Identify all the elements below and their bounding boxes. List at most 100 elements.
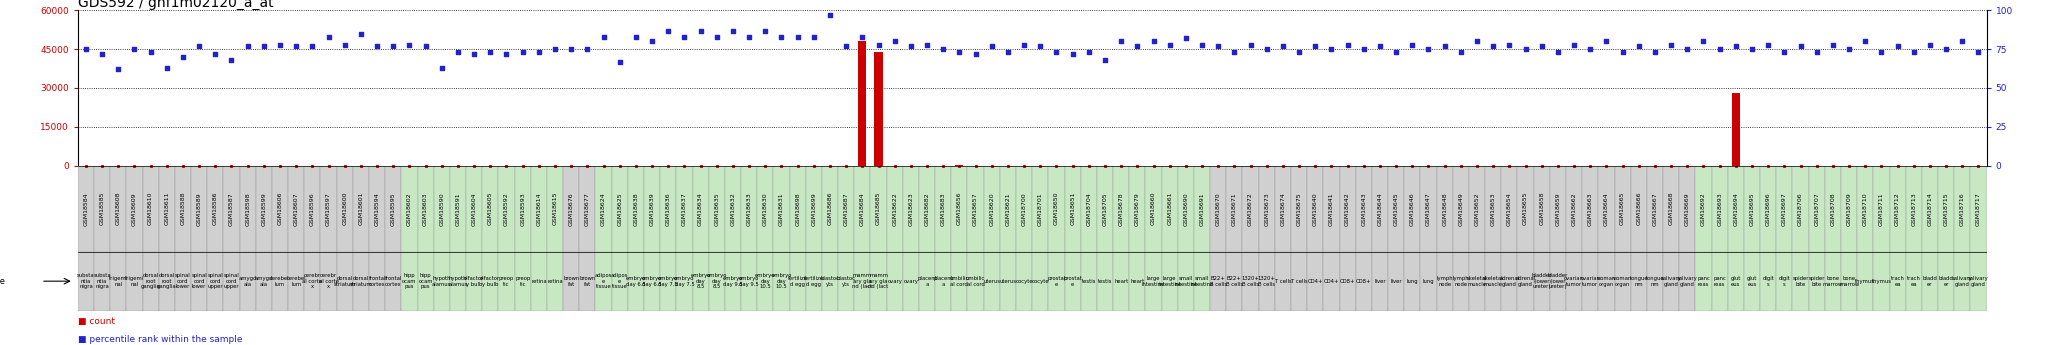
Text: GSM18671: GSM18671 bbox=[1233, 192, 1237, 226]
Text: GSM18666: GSM18666 bbox=[1636, 192, 1640, 226]
Bar bbox=[838, 166, 854, 252]
Bar bbox=[936, 166, 952, 252]
Text: GSM18643: GSM18643 bbox=[1362, 192, 1366, 226]
Bar bbox=[143, 252, 158, 310]
Point bbox=[1622, 43, 1655, 49]
Point bbox=[1929, 47, 1962, 52]
Text: GSM18597: GSM18597 bbox=[326, 192, 332, 226]
Bar bbox=[1452, 166, 1468, 252]
Bar bbox=[1550, 166, 1567, 252]
Text: CD8+: CD8+ bbox=[1356, 279, 1372, 284]
Text: ovary: ovary bbox=[887, 279, 901, 284]
Text: hypoth
alamus: hypoth alamus bbox=[432, 276, 451, 287]
Bar bbox=[858, 41, 866, 166]
Point bbox=[1509, 47, 1542, 52]
Text: GSM18674: GSM18674 bbox=[1280, 192, 1286, 226]
Point bbox=[1219, 50, 1251, 55]
Point bbox=[1348, 47, 1380, 52]
Text: bladd
er: bladd er bbox=[1923, 276, 1937, 287]
Text: GSM18585: GSM18585 bbox=[100, 192, 104, 226]
Bar bbox=[1501, 252, 1518, 310]
Bar bbox=[936, 252, 952, 310]
Text: dorsal
root
ganglia: dorsal root ganglia bbox=[158, 273, 176, 289]
Point bbox=[506, 50, 539, 55]
Text: blastoc
yts: blastoc yts bbox=[838, 276, 856, 287]
Text: placent
a: placent a bbox=[934, 276, 952, 287]
Bar bbox=[709, 166, 725, 252]
Text: GSM18644: GSM18644 bbox=[1378, 192, 1382, 226]
Point bbox=[442, 50, 475, 55]
Bar bbox=[1016, 166, 1032, 252]
Bar bbox=[158, 166, 174, 252]
Bar bbox=[336, 252, 352, 310]
Text: embryo
day 7.5: embryo day 7.5 bbox=[657, 276, 678, 287]
Text: GSM18712: GSM18712 bbox=[1894, 192, 1901, 226]
Text: salivary
gland: salivary gland bbox=[1661, 276, 1681, 287]
Bar bbox=[207, 166, 223, 252]
Text: tissue: tissue bbox=[0, 277, 6, 286]
Text: GSM18714: GSM18714 bbox=[1927, 192, 1933, 226]
Point bbox=[1251, 47, 1284, 52]
Text: embryo
day
10.5: embryo day 10.5 bbox=[772, 273, 793, 289]
Bar bbox=[1452, 252, 1468, 310]
Text: 1320+
B cells: 1320+ B cells bbox=[1241, 276, 1260, 287]
Bar bbox=[514, 252, 530, 310]
Text: B22+
B cells: B22+ B cells bbox=[1210, 276, 1227, 287]
Text: GSM18704: GSM18704 bbox=[1085, 192, 1092, 226]
Text: GSM18607: GSM18607 bbox=[293, 192, 299, 226]
Text: GSM18622: GSM18622 bbox=[893, 192, 897, 226]
Text: GSM18693: GSM18693 bbox=[1716, 192, 1722, 226]
Text: GSM18665: GSM18665 bbox=[1620, 192, 1626, 226]
Bar bbox=[805, 166, 821, 252]
Point bbox=[297, 43, 330, 49]
Bar bbox=[514, 166, 530, 252]
Text: embryo
day 6.5: embryo day 6.5 bbox=[641, 276, 662, 287]
Text: GSM18692: GSM18692 bbox=[1702, 192, 1706, 226]
Text: embryo
day
8.5: embryo day 8.5 bbox=[690, 273, 711, 289]
Point bbox=[1364, 43, 1397, 49]
Text: ■ count: ■ count bbox=[78, 317, 115, 326]
Text: prostat
e: prostat e bbox=[1047, 276, 1065, 287]
Bar bbox=[758, 166, 774, 252]
Text: GDS592 / gnf1m02120_a_at: GDS592 / gnf1m02120_a_at bbox=[78, 0, 274, 10]
Text: GSM18690: GSM18690 bbox=[1184, 192, 1188, 226]
Bar bbox=[1389, 252, 1405, 310]
Text: GSM18685: GSM18685 bbox=[877, 192, 881, 226]
Point bbox=[522, 50, 555, 55]
Text: GSM18715: GSM18715 bbox=[1944, 192, 1948, 226]
Point bbox=[928, 47, 961, 52]
Point bbox=[281, 43, 313, 49]
Bar bbox=[1907, 252, 1921, 310]
Bar bbox=[1339, 252, 1356, 310]
Text: spinal
cord
lower: spinal cord lower bbox=[190, 273, 207, 289]
Text: mamm
ary gla
nd (lact: mamm ary gla nd (lact bbox=[868, 273, 889, 289]
Text: GSM18635: GSM18635 bbox=[715, 192, 719, 226]
Bar bbox=[1339, 166, 1356, 252]
Text: tongue
nm: tongue nm bbox=[1630, 276, 1649, 287]
Text: woman
organ: woman organ bbox=[1614, 276, 1632, 287]
Bar bbox=[1583, 166, 1597, 252]
Text: heart: heart bbox=[1114, 279, 1128, 284]
Bar bbox=[1501, 166, 1518, 252]
Text: GSM18698: GSM18698 bbox=[795, 192, 801, 226]
Text: GSM18584: GSM18584 bbox=[84, 192, 88, 226]
Text: heart: heart bbox=[1130, 279, 1145, 284]
Bar bbox=[954, 165, 963, 166]
Bar bbox=[1733, 93, 1741, 166]
Point bbox=[1380, 50, 1413, 55]
Bar bbox=[158, 252, 174, 310]
Point bbox=[377, 43, 410, 49]
Bar bbox=[1614, 166, 1630, 252]
Text: GSM18673: GSM18673 bbox=[1264, 192, 1270, 226]
Bar bbox=[1907, 166, 1921, 252]
Bar bbox=[1194, 252, 1210, 310]
Point bbox=[942, 50, 975, 55]
Point bbox=[1833, 47, 1866, 52]
Point bbox=[1024, 43, 1057, 49]
Bar bbox=[1792, 252, 1808, 310]
Text: ■ percentile rank within the sample: ■ percentile rank within the sample bbox=[78, 335, 242, 344]
Text: salivary
gland: salivary gland bbox=[1677, 276, 1698, 287]
Text: GSM18603: GSM18603 bbox=[424, 192, 428, 226]
Bar bbox=[1436, 252, 1452, 310]
Point bbox=[604, 59, 637, 64]
